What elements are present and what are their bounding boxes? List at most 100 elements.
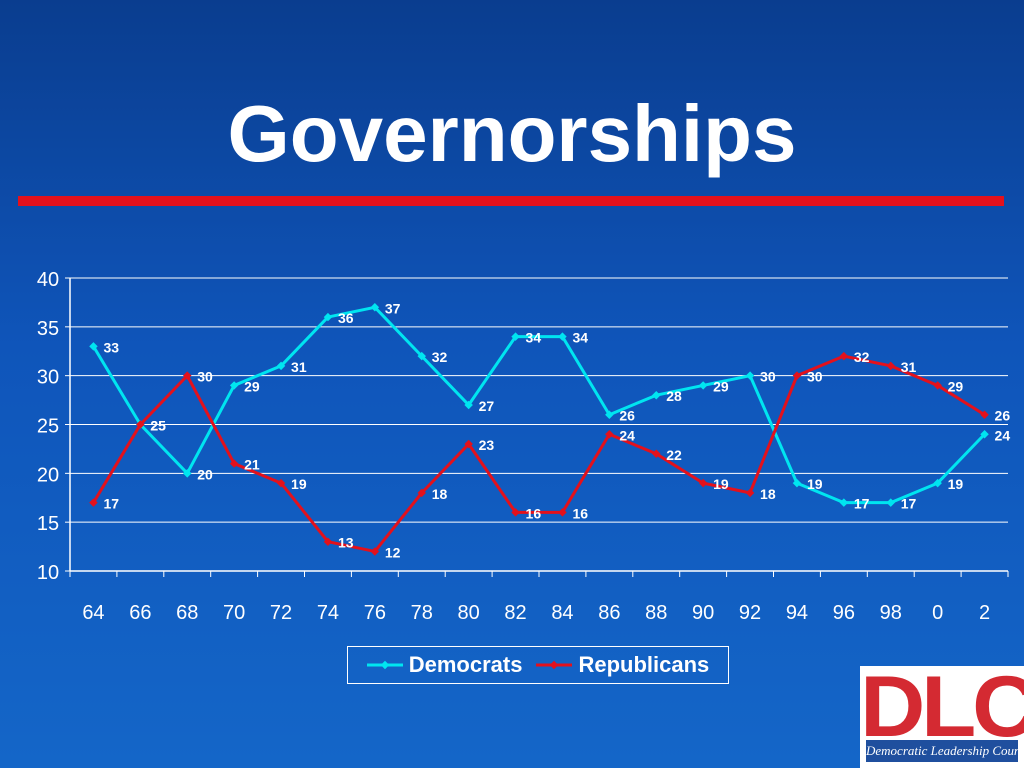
data-label-democrats: 32	[432, 349, 448, 365]
y-tick-label: 40	[37, 269, 59, 291]
data-label-democrats: 37	[385, 300, 401, 316]
data-label-democrats: 28	[666, 388, 682, 404]
data-label-republicans: 19	[291, 476, 307, 492]
data-point-republicans	[229, 459, 239, 468]
legend-item-democrats: Democrats	[366, 652, 523, 678]
x-tick-label: 64	[82, 602, 104, 624]
data-point-republicans	[370, 547, 380, 556]
data-label-republicans: 32	[854, 349, 870, 365]
x-tick-label: 92	[739, 602, 761, 624]
y-tick-label: 25	[37, 416, 59, 438]
x-tick-label: 98	[880, 602, 902, 624]
legend-label-democrats: Democrats	[408, 652, 523, 677]
data-label-democrats: 17	[901, 496, 917, 512]
data-point-democrats	[276, 361, 286, 371]
data-label-republicans: 24	[619, 427, 635, 443]
data-point-republicans	[605, 430, 614, 439]
data-point-democrats	[558, 332, 567, 341]
data-label-democrats: 29	[713, 378, 729, 394]
data-point-democrats	[745, 371, 755, 380]
data-point-republicans	[886, 361, 895, 371]
y-tick-label: 30	[37, 367, 59, 389]
data-label-republicans: 29	[948, 378, 964, 394]
x-tick-label: 82	[504, 602, 526, 624]
data-label-republicans: 18	[432, 486, 448, 502]
data-point-democrats	[980, 430, 989, 439]
data-label-republicans: 21	[244, 457, 260, 473]
data-point-republicans	[464, 439, 473, 449]
x-tick-label: 2	[979, 602, 990, 624]
data-label-republicans: 31	[901, 359, 917, 375]
x-tick-label: 86	[598, 602, 620, 624]
data-label-democrats: 36	[338, 310, 354, 326]
data-point-democrats	[886, 498, 895, 507]
x-tick-label: 70	[223, 602, 245, 624]
data-label-democrats: 26	[619, 408, 635, 424]
data-point-republicans	[511, 508, 520, 517]
data-point-republicans	[980, 410, 989, 419]
data-point-democrats	[323, 312, 333, 322]
x-tick-label: 74	[317, 602, 339, 624]
legend-label-republicans: Republicans	[578, 652, 710, 677]
legend-item-republicans: Republicans	[536, 652, 709, 678]
data-label-republicans: 16	[572, 505, 588, 521]
x-tick-label: 90	[692, 602, 714, 624]
data-point-democrats	[370, 303, 380, 312]
data-label-democrats: 17	[854, 496, 870, 512]
data-label-democrats: 24	[995, 427, 1011, 443]
data-point-democrats	[464, 400, 473, 410]
data-point-democrats	[183, 469, 192, 478]
y-tick-label: 10	[37, 562, 59, 584]
x-tick-label: 78	[411, 602, 433, 624]
data-label-republicans: 30	[197, 369, 213, 385]
data-label-republicans: 12	[385, 544, 401, 560]
title-divider	[18, 196, 1004, 206]
data-point-democrats	[511, 332, 520, 341]
data-label-republicans: 23	[479, 437, 495, 453]
data-label-republicans: 17	[103, 496, 119, 512]
data-point-democrats	[229, 381, 239, 390]
data-label-republicans: 25	[150, 418, 166, 434]
x-tick-label: 66	[129, 602, 151, 624]
data-label-republicans: 30	[807, 369, 823, 385]
data-point-republicans	[276, 478, 286, 488]
data-point-democrats	[417, 351, 426, 361]
data-label-democrats: 20	[197, 466, 213, 482]
data-label-democrats: 33	[103, 339, 119, 355]
republicans-swatch-icon	[536, 660, 573, 670]
x-tick-label: 76	[364, 602, 386, 624]
data-point-republicans	[745, 488, 755, 498]
data-label-democrats: 30	[760, 369, 776, 385]
data-point-republicans	[839, 351, 849, 361]
x-tick-label: 94	[786, 602, 808, 624]
data-point-democrats	[698, 381, 708, 390]
y-tick-label: 35	[37, 318, 59, 340]
x-tick-label: 88	[645, 602, 667, 624]
data-label-republicans: 19	[713, 476, 729, 492]
chart-legend: Democrats Republicans	[347, 646, 729, 684]
x-tick-label: 96	[833, 602, 855, 624]
y-tick-label: 15	[37, 513, 59, 535]
data-point-republicans	[558, 508, 567, 517]
data-label-democrats: 25	[150, 418, 166, 434]
data-point-republicans	[417, 488, 426, 498]
data-label-democrats: 27	[479, 398, 495, 414]
data-label-republicans: 16	[526, 505, 542, 521]
democrats-swatch-icon	[366, 660, 403, 670]
data-point-republicans	[933, 381, 942, 390]
dlc-logo: DLC Democratic Leadership Council	[860, 659, 1024, 768]
data-label-democrats: 19	[948, 476, 964, 492]
logo-letters: DLC	[860, 659, 1024, 755]
data-point-democrats	[792, 478, 802, 488]
data-label-democrats: 34	[526, 330, 542, 346]
logo-subtitle: Democratic Leadership Council	[866, 740, 1018, 762]
data-point-republicans	[323, 537, 333, 546]
x-tick-label: 72	[270, 602, 292, 624]
data-point-democrats	[652, 390, 661, 400]
data-point-republicans	[698, 478, 708, 488]
data-label-republicans: 26	[995, 408, 1011, 424]
y-tick-label: 20	[37, 464, 59, 486]
data-label-democrats: 34	[572, 330, 588, 346]
series-line-democrats	[92, 305, 986, 505]
